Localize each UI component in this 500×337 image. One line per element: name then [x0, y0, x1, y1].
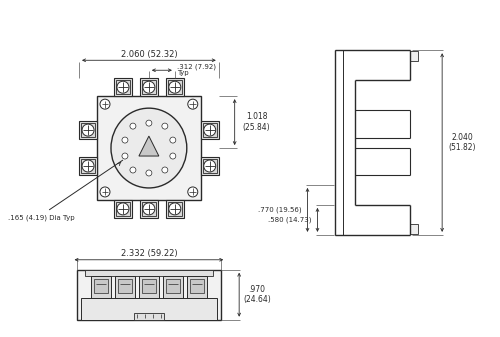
Circle shape	[169, 81, 181, 93]
Text: .770 (19.56): .770 (19.56)	[258, 207, 302, 213]
Circle shape	[100, 187, 110, 197]
Bar	[203, 123, 216, 137]
Circle shape	[162, 123, 168, 129]
Bar	[134, 313, 164, 319]
Bar	[166, 200, 184, 218]
Bar	[163, 276, 183, 298]
Circle shape	[143, 81, 155, 93]
Circle shape	[188, 187, 198, 197]
Bar	[114, 78, 132, 96]
Bar	[79, 157, 97, 175]
Bar	[187, 276, 206, 298]
Bar	[79, 121, 97, 139]
Text: .580 (14.73): .580 (14.73)	[268, 217, 312, 223]
Circle shape	[122, 137, 128, 143]
Bar	[76, 270, 221, 319]
Bar	[190, 279, 203, 293]
Bar	[115, 276, 135, 298]
Circle shape	[130, 123, 136, 129]
Bar	[116, 202, 130, 216]
Circle shape	[143, 203, 155, 215]
Text: .970
(24.64): .970 (24.64)	[243, 285, 271, 304]
Bar	[94, 279, 108, 293]
Bar	[114, 200, 132, 218]
Text: 1.018
(25.84): 1.018 (25.84)	[243, 113, 270, 132]
Bar	[166, 279, 180, 293]
Circle shape	[117, 203, 129, 215]
Circle shape	[117, 81, 129, 93]
Text: .312 (7.92): .312 (7.92)	[177, 63, 216, 69]
Bar	[116, 80, 130, 94]
Circle shape	[204, 160, 216, 172]
Bar	[142, 80, 156, 94]
Circle shape	[100, 99, 110, 109]
Bar	[97, 96, 201, 200]
Text: 2.060 (52.32): 2.060 (52.32)	[120, 50, 177, 59]
Bar	[140, 200, 158, 218]
Bar	[203, 159, 216, 173]
Bar	[142, 202, 156, 216]
Ellipse shape	[111, 108, 187, 188]
Bar	[166, 78, 184, 96]
Circle shape	[170, 153, 176, 159]
Bar	[201, 157, 218, 175]
Bar	[410, 224, 418, 234]
Bar	[168, 80, 182, 94]
Bar	[84, 270, 213, 276]
Circle shape	[130, 167, 136, 173]
Bar	[91, 276, 111, 298]
Circle shape	[162, 167, 168, 173]
Bar	[80, 298, 217, 319]
Circle shape	[146, 170, 152, 176]
Bar	[142, 279, 156, 293]
Bar	[81, 159, 95, 173]
Text: 2.332 (59.22): 2.332 (59.22)	[120, 249, 177, 258]
Text: Typ: Typ	[177, 70, 188, 76]
Bar	[139, 276, 159, 298]
Text: 2.040
(51.82): 2.040 (51.82)	[448, 133, 476, 152]
Bar	[118, 279, 132, 293]
Bar	[140, 78, 158, 96]
Circle shape	[122, 153, 128, 159]
Bar	[410, 51, 418, 61]
Bar	[81, 123, 95, 137]
Circle shape	[204, 124, 216, 136]
Circle shape	[170, 137, 176, 143]
Bar	[201, 121, 218, 139]
Circle shape	[82, 124, 94, 136]
Circle shape	[82, 160, 94, 172]
Circle shape	[169, 203, 181, 215]
Polygon shape	[139, 136, 159, 156]
Circle shape	[146, 120, 152, 126]
Text: .165 (4.19) Dia Typ: .165 (4.19) Dia Typ	[8, 215, 74, 221]
Circle shape	[188, 99, 198, 109]
Bar	[168, 202, 182, 216]
